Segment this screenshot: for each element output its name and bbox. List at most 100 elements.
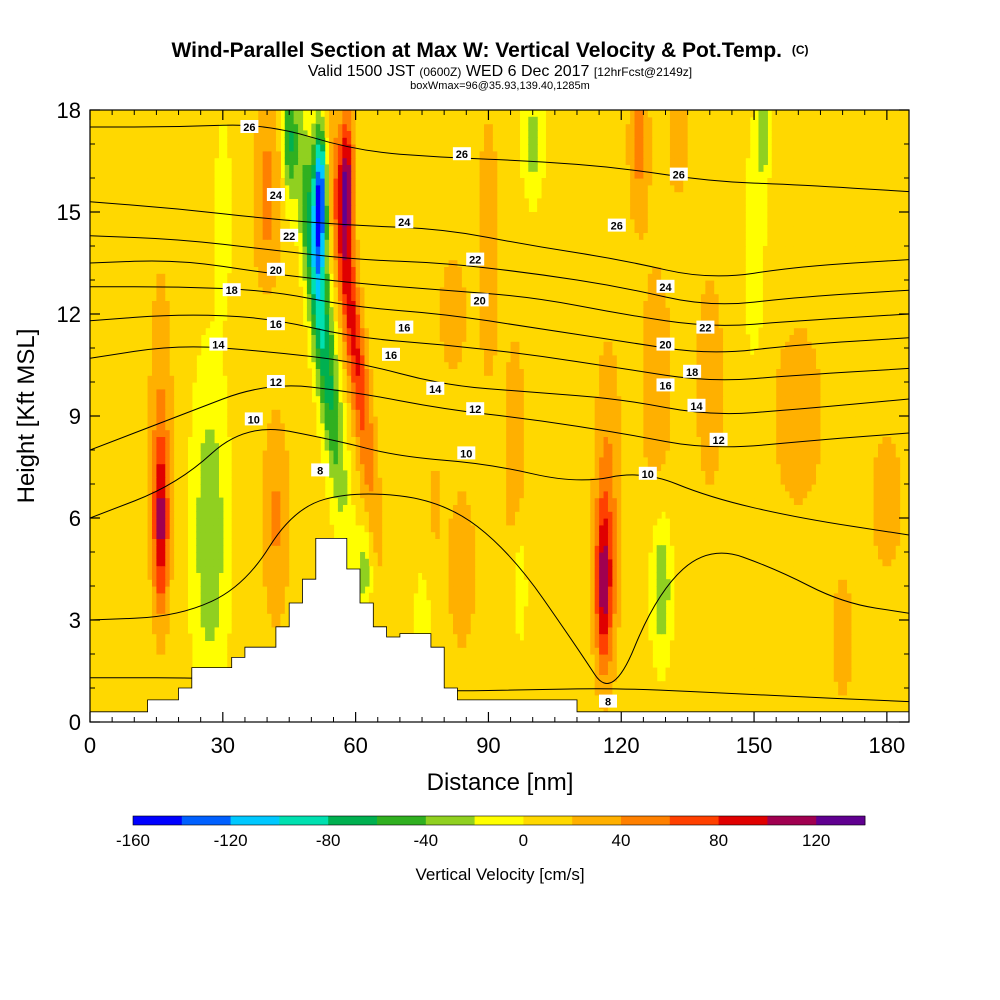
velocity-cell bbox=[205, 620, 211, 628]
velocity-cell bbox=[541, 558, 547, 567]
velocity-cell bbox=[492, 620, 498, 628]
velocity-cell bbox=[731, 552, 737, 560]
velocity-cell bbox=[904, 674, 909, 682]
velocity-cell bbox=[886, 545, 892, 553]
velocity-cell bbox=[253, 606, 259, 614]
velocity-cell bbox=[417, 531, 423, 539]
velocity-cell bbox=[793, 592, 799, 601]
velocity-cell bbox=[594, 613, 600, 621]
velocity-cell bbox=[625, 558, 631, 567]
velocity-cell bbox=[129, 606, 135, 614]
velocity-cell bbox=[789, 531, 795, 539]
velocity-cell bbox=[692, 552, 698, 560]
velocity-cell bbox=[298, 558, 304, 567]
velocity-cell bbox=[820, 558, 826, 567]
velocity-cell bbox=[249, 613, 255, 621]
velocity-cell bbox=[873, 545, 879, 553]
velocity-cell bbox=[559, 694, 565, 703]
velocity-cell bbox=[249, 586, 255, 594]
velocity-cell bbox=[444, 538, 450, 546]
velocity-cell bbox=[807, 545, 813, 553]
velocity-cell bbox=[466, 572, 472, 580]
velocity-cell bbox=[479, 694, 485, 703]
velocity-cell bbox=[408, 552, 414, 560]
velocity-cell bbox=[621, 654, 627, 662]
velocity-cell bbox=[771, 558, 777, 567]
velocity-cell bbox=[205, 592, 211, 601]
velocity-cell bbox=[709, 667, 715, 675]
velocity-cell bbox=[523, 565, 529, 573]
velocity-cell bbox=[568, 640, 574, 648]
velocity-cell bbox=[457, 572, 463, 580]
velocity-cell bbox=[523, 552, 529, 560]
velocity-cell bbox=[811, 620, 817, 628]
velocity-cell bbox=[824, 586, 830, 594]
velocity-cell bbox=[138, 565, 144, 573]
velocity-cell bbox=[90, 633, 96, 641]
velocity-cell bbox=[723, 586, 729, 594]
velocity-cell bbox=[842, 524, 848, 533]
velocity-cell bbox=[802, 688, 808, 696]
velocity-cell bbox=[284, 599, 290, 607]
velocity-cell bbox=[661, 592, 667, 601]
velocity-cell bbox=[399, 524, 405, 533]
velocity-cell bbox=[599, 599, 605, 607]
velocity-cell bbox=[873, 654, 879, 662]
velocity-cell bbox=[776, 538, 782, 546]
velocity-cell bbox=[120, 681, 127, 689]
velocity-cell bbox=[236, 518, 242, 526]
velocity-cell bbox=[860, 626, 866, 635]
velocity-cell bbox=[745, 586, 751, 594]
velocity-cell bbox=[439, 565, 445, 573]
velocity-cell bbox=[311, 558, 317, 567]
velocity-cell bbox=[395, 538, 401, 546]
velocity-cell bbox=[851, 688, 857, 696]
velocity-cell bbox=[802, 599, 808, 607]
velocity-cell bbox=[886, 558, 892, 567]
velocity-cell bbox=[537, 572, 543, 580]
velocity-cell bbox=[643, 660, 649, 669]
velocity-cell bbox=[612, 524, 618, 533]
velocity-cell bbox=[762, 586, 768, 594]
velocity-cell bbox=[900, 620, 906, 628]
velocity-cell bbox=[430, 626, 436, 635]
velocity-cell bbox=[678, 524, 684, 533]
velocity-cell bbox=[882, 579, 888, 587]
velocity-cell bbox=[709, 558, 715, 567]
velocity-cell bbox=[793, 579, 799, 587]
velocity-cell bbox=[692, 545, 698, 553]
velocity-cell bbox=[829, 579, 835, 587]
velocity-cell bbox=[851, 701, 857, 709]
velocity-cell bbox=[700, 558, 706, 567]
velocity-cell bbox=[607, 552, 613, 560]
velocity-cell bbox=[616, 538, 622, 546]
velocity-cell bbox=[740, 626, 746, 635]
velocity-cell bbox=[209, 626, 215, 635]
velocity-cell bbox=[816, 538, 822, 546]
velocity-cell bbox=[882, 552, 888, 560]
velocity-cell bbox=[767, 667, 773, 675]
velocity-cell bbox=[740, 674, 746, 682]
velocity-cell bbox=[510, 667, 516, 675]
velocity-cell bbox=[528, 579, 534, 587]
velocity-cell bbox=[129, 633, 135, 641]
velocity-cell bbox=[816, 654, 822, 662]
velocity-cell bbox=[603, 667, 609, 675]
velocity-cell bbox=[643, 599, 649, 607]
velocity-cell bbox=[528, 613, 534, 621]
velocity-cell bbox=[236, 538, 242, 546]
velocity-cell bbox=[638, 538, 644, 546]
velocity-cell bbox=[523, 531, 529, 539]
velocity-cell bbox=[745, 579, 751, 587]
velocity-cell bbox=[506, 674, 512, 682]
velocity-cell bbox=[492, 694, 498, 703]
velocity-cell bbox=[143, 688, 149, 696]
velocity-cell bbox=[798, 620, 804, 628]
velocity-cell bbox=[461, 674, 467, 682]
valid-label: Valid 1500 JST bbox=[308, 63, 416, 80]
velocity-cell bbox=[160, 626, 166, 635]
velocity-cell bbox=[638, 565, 644, 573]
velocity-cell bbox=[461, 545, 467, 553]
velocity-cell bbox=[408, 545, 414, 553]
velocity-cell bbox=[634, 681, 640, 689]
